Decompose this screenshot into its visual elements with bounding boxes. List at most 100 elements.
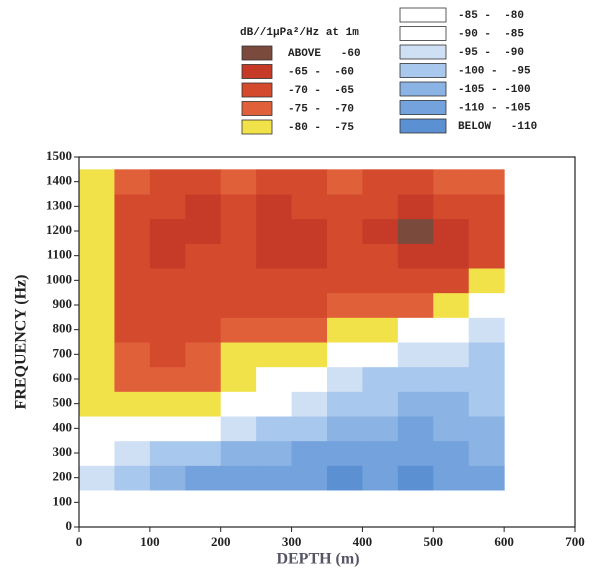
- contour-cell: [220, 268, 257, 294]
- contour-cell: [468, 169, 505, 195]
- contour-cell: [256, 465, 293, 491]
- y-tick-label: 1400: [46, 173, 72, 188]
- contour-cell: [433, 169, 470, 195]
- legend-label: -95 - -90: [458, 47, 524, 59]
- x-tick-label: 700: [565, 534, 585, 549]
- plot-frame: [78, 156, 576, 528]
- y-tick-label: 700: [53, 345, 73, 360]
- contour-cell: [149, 169, 186, 195]
- contour-cell: [433, 243, 470, 269]
- contour-cell: [397, 366, 434, 392]
- contour-cell: [291, 218, 328, 244]
- contour-cell: [291, 194, 328, 220]
- contour-cell: [397, 440, 434, 466]
- contour-cell: [114, 243, 151, 269]
- contour-cell: [114, 391, 151, 417]
- legend-label: -110 - -105: [458, 102, 531, 114]
- contour-cell: [79, 366, 115, 392]
- contour-cell: [185, 292, 222, 318]
- legend-swatch: [399, 63, 447, 78]
- contour-cell: [362, 194, 399, 220]
- contour-cell: [468, 366, 505, 392]
- contour-cell: [185, 218, 222, 244]
- contour-cell: [256, 218, 293, 244]
- contour-cell: [79, 268, 115, 294]
- x-tick-label: 600: [494, 534, 514, 549]
- contour-cell: [362, 169, 399, 195]
- contour-cell: [397, 243, 434, 269]
- contour-cell: [468, 218, 505, 244]
- contour-cell: [114, 218, 151, 244]
- contour-cell: [397, 218, 434, 244]
- contour-cell: [468, 465, 505, 491]
- contour-cell: [114, 317, 151, 343]
- contour-cell: [397, 194, 434, 220]
- contour-cell: [114, 194, 151, 220]
- contour-cell: [79, 194, 115, 220]
- contour-cell: [149, 440, 186, 466]
- contour-cell: [220, 342, 257, 368]
- contour-cell: [291, 292, 328, 318]
- contour-cell: [220, 440, 257, 466]
- contour-cell: [185, 465, 222, 491]
- contour-cell: [79, 391, 115, 417]
- contour-cell: [397, 416, 434, 442]
- contour-cell: [256, 169, 293, 195]
- contour-cell: [220, 465, 257, 491]
- contour-cell: [185, 243, 222, 269]
- y-tick-label: 1000: [46, 271, 72, 286]
- contour-cell: [79, 342, 115, 368]
- contour-cell: [468, 243, 505, 269]
- legend-swatch: [399, 44, 447, 60]
- contour-cell: [327, 465, 363, 491]
- contour-cell: [433, 194, 470, 220]
- y-tick-label: 1200: [46, 222, 72, 237]
- contour-cell: [79, 218, 115, 244]
- y-tick-label: 100: [53, 493, 73, 508]
- contour-cell: [220, 416, 257, 442]
- contour-cell: [327, 218, 363, 244]
- contour-cell: [149, 465, 186, 491]
- legend-swatch: [399, 118, 447, 134]
- contour-cell: [327, 194, 363, 220]
- legend-swatch: [399, 100, 447, 115]
- contour-cell: [468, 194, 505, 220]
- contour-cell: [433, 416, 470, 442]
- y-tick-label: 300: [53, 444, 73, 459]
- contour-cell: [149, 391, 186, 417]
- contour-cell: [114, 440, 151, 466]
- legend-title: dB//1μPa²/Hz at 1m: [240, 27, 359, 39]
- x-tick-label: 200: [211, 534, 231, 549]
- x-tick-label: 0: [76, 534, 83, 549]
- contour-cell: [114, 268, 151, 294]
- contour-cell: [185, 268, 222, 294]
- contour-cell: [291, 366, 328, 392]
- contour-cell: [362, 440, 399, 466]
- legend-swatch: [241, 101, 273, 116]
- contour-cell: [397, 268, 434, 294]
- x-tick-label: 300: [282, 534, 302, 549]
- y-tick-label: 1300: [46, 197, 72, 212]
- contour-cell: [397, 342, 434, 368]
- contour-cell: [185, 366, 222, 392]
- contour-cell: [149, 366, 186, 392]
- contour-cell: [327, 366, 363, 392]
- contour-cell: [149, 194, 186, 220]
- contour-cell: [468, 416, 505, 442]
- contour-cell: [291, 465, 328, 491]
- legend-label: -65 - -60: [288, 66, 354, 78]
- contour-cell: [149, 268, 186, 294]
- y-tick-label: 1100: [47, 247, 72, 262]
- contour-cell: [149, 218, 186, 244]
- contour-cell: [149, 416, 186, 442]
- contour-cell: [185, 194, 222, 220]
- contour-cell: [291, 416, 328, 442]
- contour-cell: [185, 440, 222, 466]
- contour-cell: [468, 317, 505, 343]
- contour-cell: [256, 292, 293, 318]
- contour-cell: [397, 465, 434, 491]
- legend-label: -90 - -85: [458, 28, 524, 40]
- legend-label: ABOVE -60: [288, 48, 361, 60]
- contour-cell: [79, 440, 115, 466]
- contour-cell: [327, 268, 363, 294]
